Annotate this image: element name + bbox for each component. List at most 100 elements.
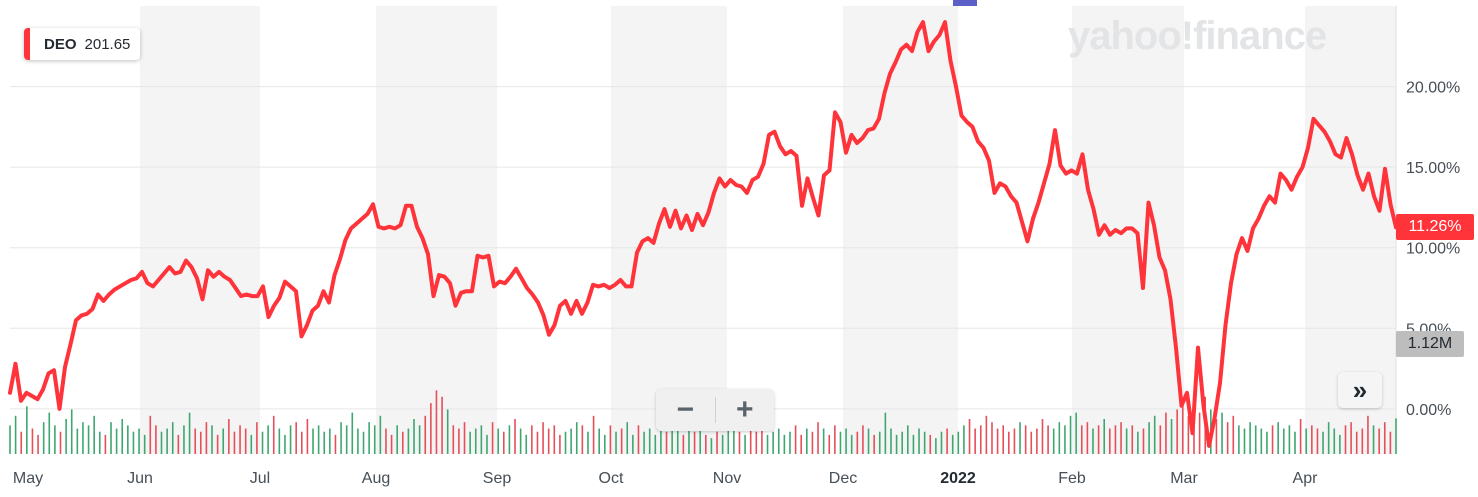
volume-bar	[1120, 422, 1122, 454]
volume-bar	[693, 431, 696, 454]
volume-bar	[626, 422, 629, 454]
volume-bar	[637, 425, 640, 454]
volume-bar	[1198, 412, 1201, 454]
x-tick-label: Dec	[829, 470, 857, 487]
volume-bar	[660, 425, 662, 454]
event-marker[interactable]	[953, 0, 977, 6]
volume-bar	[1075, 412, 1077, 454]
volume-bar	[149, 415, 152, 454]
volume-bar	[70, 409, 73, 454]
volume-bar	[1142, 428, 1145, 454]
volume-bar	[536, 431, 539, 454]
volume-bar	[755, 431, 758, 454]
volume-bar	[317, 425, 320, 454]
volume-bar	[1372, 425, 1375, 454]
volume-bar	[373, 425, 376, 454]
volume-bar	[385, 428, 387, 454]
volume-bar	[581, 425, 584, 454]
volume-bar	[1159, 425, 1162, 454]
volume-bar	[1148, 422, 1150, 454]
volume-bar	[676, 428, 679, 454]
volume-bar	[1069, 415, 1072, 454]
volume-bar	[1350, 422, 1352, 454]
zoom-in-button[interactable]: +	[735, 393, 754, 426]
volume-bar	[923, 431, 926, 454]
volume-bar	[912, 434, 915, 454]
zoom-out-button[interactable]: −	[676, 393, 695, 426]
volume-bar	[766, 434, 769, 454]
volume-bar	[160, 431, 163, 454]
volume-bar	[98, 431, 101, 454]
volume-bar	[951, 434, 954, 454]
volume-bar	[1260, 428, 1263, 454]
zoom-divider	[714, 397, 716, 423]
series-line-deo[interactable]	[8, 20, 1398, 448]
volume-bar	[295, 422, 297, 454]
volume-bar	[446, 409, 449, 454]
volume-bar	[267, 425, 269, 454]
price-line	[8, 20, 1398, 448]
volume-bar	[968, 419, 971, 454]
volume-bar	[918, 428, 920, 454]
volume-bar	[362, 431, 365, 454]
volume-bar	[82, 422, 84, 454]
volume-bar	[895, 434, 898, 454]
volume-bar	[1002, 425, 1005, 454]
volume-bar	[463, 422, 466, 454]
volume-bar	[710, 438, 713, 454]
volume-bar	[705, 434, 707, 454]
volume-bar	[1030, 431, 1033, 454]
volume-bar	[357, 428, 359, 454]
volume-bar	[199, 431, 202, 454]
legend[interactable]: DEO 201.65	[24, 28, 141, 60]
volume-bar	[1165, 412, 1167, 454]
month-band	[140, 6, 260, 454]
volume-bar	[547, 428, 550, 454]
volume-bar	[682, 434, 685, 454]
x-tick-label: Jun	[127, 470, 153, 487]
volume-bar	[284, 434, 286, 454]
volume-bar	[738, 431, 741, 454]
volume-bar	[1389, 431, 1392, 454]
volume-bar	[514, 419, 516, 454]
volume-bar	[806, 428, 808, 454]
volume-bar	[1395, 418, 1397, 454]
volume-bar	[233, 431, 236, 454]
volume-bar	[946, 428, 948, 454]
volume-bar	[205, 422, 208, 454]
volume-bar	[104, 434, 107, 454]
volume-bar	[1333, 428, 1336, 454]
x-axis: May Jun Jul Aug Sep Oct Nov Dec 2022 Feb Mar Apr	[13, 470, 1318, 487]
volume-bar	[441, 396, 443, 454]
volume-bar	[979, 425, 982, 454]
volume-bar	[26, 406, 28, 454]
volume-bar	[867, 428, 870, 454]
volume-bar	[1041, 419, 1044, 454]
volume-bar	[312, 428, 314, 454]
volume-bar	[1137, 431, 1139, 454]
volume-bar	[228, 419, 230, 454]
volume-bar	[1064, 425, 1066, 454]
volume-bar	[744, 434, 746, 454]
volume-bar	[777, 428, 780, 454]
volume-bar	[502, 431, 505, 454]
volume-bar	[996, 428, 999, 454]
current-volume-label: 1.12M	[1396, 331, 1464, 357]
volume-bar	[963, 425, 965, 454]
volume-bar	[1288, 425, 1291, 454]
volume-bar	[345, 425, 348, 454]
volume-bar	[519, 428, 522, 454]
x-tick-label: Oct	[599, 470, 624, 487]
y-tick-label: 10.00%	[1406, 241, 1460, 258]
volume-bar	[957, 431, 960, 454]
volume-bar	[138, 428, 140, 454]
x-tick-label: Nov	[713, 470, 741, 487]
volume-bar	[604, 434, 606, 454]
x-tick-label: 2022	[940, 470, 976, 487]
expand-chart-button[interactable]: »	[1338, 372, 1382, 408]
volume-bar	[1024, 425, 1027, 454]
volume-bar	[817, 422, 819, 454]
volume-bar	[188, 412, 191, 454]
volume-bar	[822, 428, 825, 454]
